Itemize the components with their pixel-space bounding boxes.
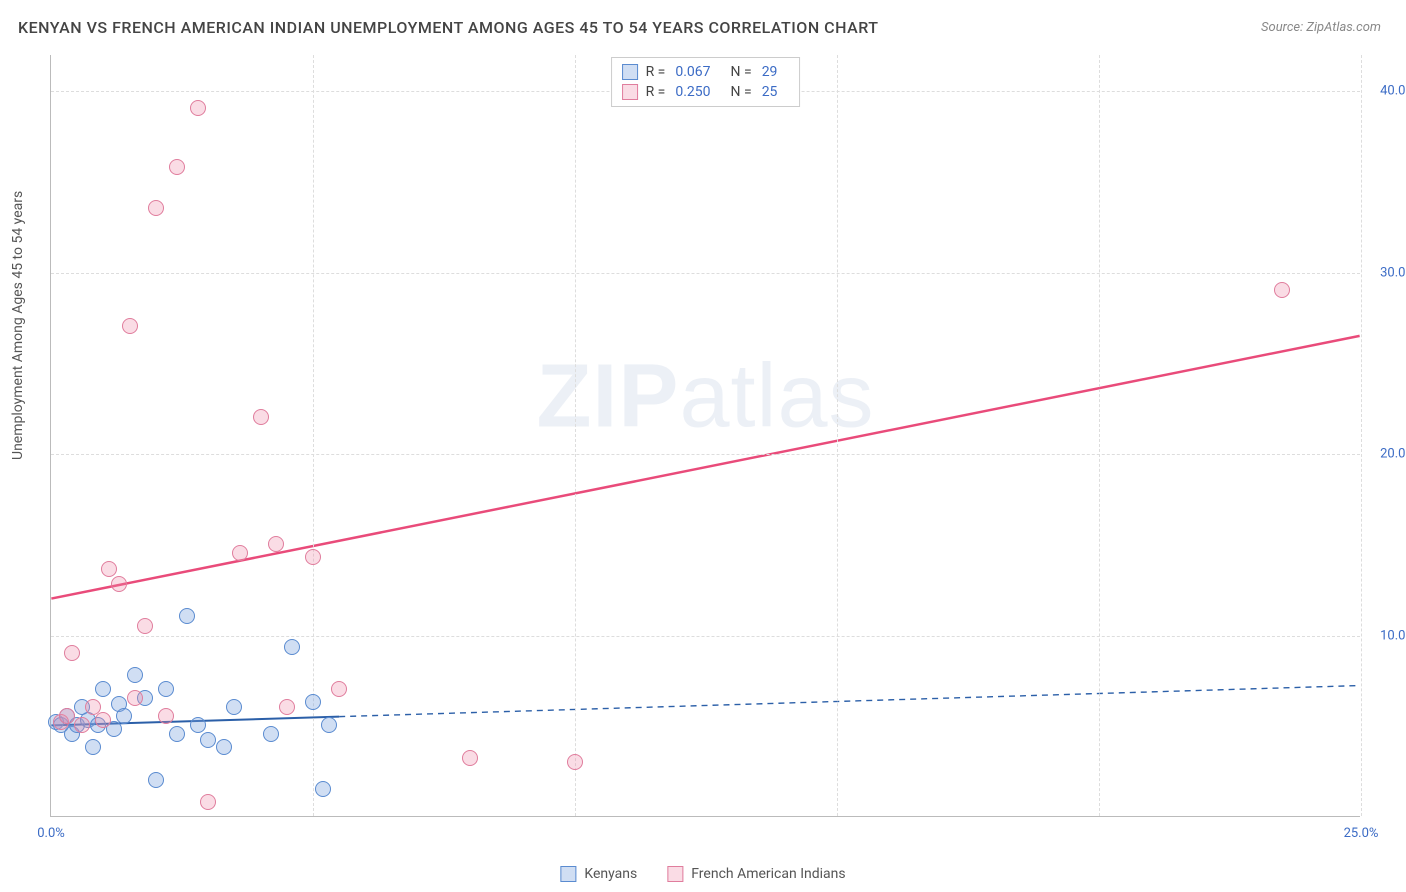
data-point — [127, 667, 143, 683]
data-point — [74, 717, 90, 733]
data-point — [59, 708, 75, 724]
data-point — [127, 690, 143, 706]
legend-swatch — [560, 866, 576, 882]
data-point — [95, 712, 111, 728]
x-tick-label: 25.0% — [1344, 826, 1379, 841]
gridline-h — [51, 636, 1360, 637]
legend-swatch — [622, 64, 638, 80]
plot-area: ZIPatlas R =0.067N =29R =0.250N =25 10.0… — [50, 55, 1360, 817]
y-tick-label: 30.0% — [1365, 265, 1406, 280]
data-point — [268, 536, 284, 552]
legend-r-value: 0.250 — [675, 84, 710, 100]
watermark-bold: ZIP — [536, 347, 679, 447]
data-point — [315, 781, 331, 797]
data-point — [331, 681, 347, 697]
data-point — [253, 409, 269, 425]
chart-container: KENYAN VS FRENCH AMERICAN INDIAN UNEMPLO… — [0, 0, 1406, 892]
data-point — [116, 708, 132, 724]
data-point — [169, 726, 185, 742]
y-tick-label: 20.0% — [1365, 447, 1406, 462]
data-point — [200, 794, 216, 810]
data-point — [158, 681, 174, 697]
data-point — [101, 561, 117, 577]
data-point — [95, 681, 111, 697]
gridline-v — [575, 55, 576, 816]
data-point — [158, 708, 174, 724]
data-point — [305, 549, 321, 565]
data-point — [284, 639, 300, 655]
legend-label: Kenyans — [584, 866, 637, 882]
data-point — [85, 739, 101, 755]
legend-label: French American Indians — [691, 866, 845, 882]
legend-r-value: 0.067 — [675, 64, 710, 80]
data-point — [179, 608, 195, 624]
data-point — [321, 717, 337, 733]
data-point — [1274, 282, 1290, 298]
data-point — [148, 772, 164, 788]
data-point — [148, 200, 164, 216]
y-tick-label: 40.0% — [1365, 84, 1406, 99]
gridline-v — [1099, 55, 1100, 816]
data-point — [462, 750, 478, 766]
data-point — [200, 732, 216, 748]
data-point — [216, 739, 232, 755]
legend-n-value: 29 — [762, 64, 778, 80]
watermark-light: atlas — [679, 347, 874, 447]
data-point — [111, 576, 127, 592]
legend-row: R = 0.067 N = 29 — [622, 62, 790, 82]
data-point — [137, 618, 153, 634]
watermark: ZIPatlas — [536, 346, 874, 449]
legend-n-label: N = — [731, 64, 752, 80]
data-point — [122, 318, 138, 334]
data-point — [567, 754, 583, 770]
legend-r-label: R = — [646, 84, 666, 100]
data-point — [64, 645, 80, 661]
data-point — [169, 159, 185, 175]
gridline-v — [837, 55, 838, 816]
data-point — [305, 694, 321, 710]
chart-title: KENYAN VS FRENCH AMERICAN INDIAN UNEMPLO… — [18, 18, 879, 37]
legend-item: Kenyans — [560, 866, 637, 882]
data-point — [263, 726, 279, 742]
correlation-legend: R = 0.067 N = 29 R = 0.250 N = 25 — [611, 57, 801, 107]
data-point — [226, 699, 242, 715]
data-point — [232, 545, 248, 561]
legend-swatch — [622, 84, 638, 100]
trend-lines — [51, 55, 1360, 816]
data-point — [279, 699, 295, 715]
series-legend: Kenyans French American Indians — [560, 866, 845, 882]
data-point — [190, 717, 206, 733]
legend-item: French American Indians — [667, 866, 845, 882]
gridline-v — [1361, 55, 1362, 816]
legend-r-label: R = — [646, 64, 666, 80]
gridline-h — [51, 273, 1360, 274]
y-tick-label: 10.0% — [1365, 628, 1406, 643]
gridline-h — [51, 454, 1360, 455]
legend-n-label: N = — [731, 84, 752, 100]
source-label: Source: ZipAtlas.com — [1261, 20, 1381, 35]
data-point — [190, 100, 206, 116]
legend-swatch — [667, 866, 683, 882]
y-axis-label: Unemployment Among Ages 45 to 54 years — [10, 191, 26, 460]
x-tick-label: 0.0% — [37, 826, 65, 841]
legend-row: R = 0.250 N = 25 — [622, 82, 790, 102]
legend-n-value: 25 — [762, 84, 778, 100]
